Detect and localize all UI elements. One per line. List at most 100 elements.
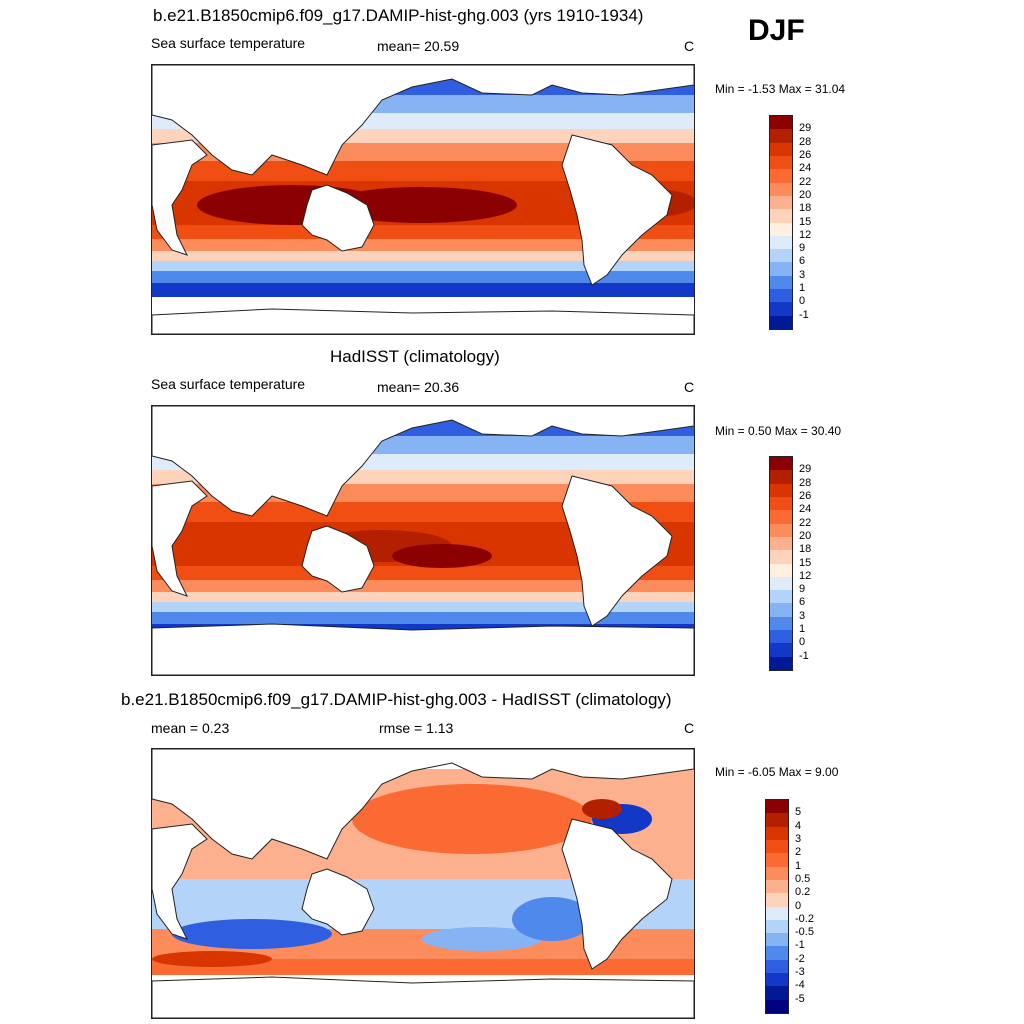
colorbar-swatch (766, 973, 788, 987)
colorbar-tick-label: 0.2 (795, 886, 811, 899)
colorbar-tick-label: 26 (799, 148, 812, 161)
colorbar-swatch (770, 315, 792, 329)
colorbar-swatch (766, 959, 788, 974)
panel2-variable-label: Sea surface temperature (151, 376, 306, 392)
colorbar-swatch (770, 302, 792, 316)
colorbar-swatch (770, 275, 792, 290)
colorbar-tick-label: 3 (799, 268, 806, 281)
colorbar-tick-label: 12 (799, 228, 812, 241)
colorbar-tick-label: 3 (795, 832, 802, 845)
panel3-title: b.e21.B1850cmip6.f09_g17.DAMIP-hist-ghg.… (121, 690, 672, 709)
colorbar-swatch (770, 643, 792, 657)
colorbar-swatch (770, 603, 792, 617)
panel2-mean-label: mean= 20.36 (377, 379, 460, 395)
colorbar-tick-label: 15 (799, 215, 812, 228)
colorbar-tick-label: 9 (799, 242, 806, 255)
colorbar-tick-label: 1 (799, 623, 806, 636)
colorbar-swatch (770, 262, 792, 276)
panel2-title: HadISST (climatology) (330, 347, 500, 366)
colorbar-tick-label: -0.2 (795, 912, 814, 925)
panel2-minmax: Min = 0.50 Max = 30.40 (715, 424, 842, 438)
panel3-units-label: C (684, 720, 695, 736)
colorbar-tick-label: 6 (799, 596, 806, 609)
panel3-rmse-label: rmse = 1.13 (379, 720, 454, 736)
colorbar-tick-label: 2 (795, 846, 802, 859)
panel1-variable-label: Sea surface temperature (151, 35, 306, 51)
panel1-units-label: C (684, 38, 695, 54)
colorbar-tick-label: 18 (799, 543, 812, 556)
colorbar-tick-label: -0.5 (795, 926, 814, 939)
colorbar-swatch (766, 853, 788, 867)
panel1-colorbar (769, 115, 793, 330)
colorbar-swatch (770, 457, 792, 471)
colorbar-swatch (770, 496, 792, 511)
colorbar-swatch (770, 656, 792, 670)
colorbar-tick-label: 0 (799, 295, 806, 308)
panel3-colorbar (765, 799, 789, 1014)
colorbar-tick-label: 5 (795, 806, 802, 819)
colorbar-swatch (770, 289, 792, 303)
panel1-mean-label: mean= 20.59 (377, 38, 460, 54)
colorbar-swatch (770, 523, 792, 537)
colorbar-swatch (770, 576, 792, 591)
colorbar-swatch (766, 866, 788, 880)
colorbar-tick-label: 20 (799, 188, 812, 201)
colorbar-swatch (770, 249, 792, 263)
panel3-mean-label: mean = 0.23 (151, 720, 230, 736)
colorbar-swatch (770, 116, 792, 130)
panel2-map-svg (152, 406, 694, 675)
colorbar-swatch (766, 933, 788, 947)
colorbar-tick-label: -1 (799, 308, 809, 321)
colorbar-swatch (770, 483, 792, 497)
panel1-minmax: Min = -1.53 Max = 31.04 (715, 82, 846, 96)
colorbar-tick-label: 1 (795, 859, 802, 872)
colorbar-swatch (766, 999, 788, 1013)
colorbar-swatch (766, 919, 788, 934)
colorbar-tick-label: 20 (799, 529, 812, 542)
colorbar-tick-label: -4 (795, 979, 805, 992)
panel3-map-svg (152, 749, 694, 1018)
colorbar-swatch (770, 630, 792, 644)
colorbar-swatch (770, 182, 792, 196)
colorbar-swatch (766, 986, 788, 1000)
colorbar-tick-label: 24 (799, 162, 812, 175)
panel3-map (151, 748, 695, 1019)
colorbar-swatch (766, 800, 788, 814)
colorbar-swatch (770, 536, 792, 551)
colorbar-tick-label: 1 (799, 282, 806, 295)
colorbar-swatch (770, 209, 792, 223)
colorbar-tick-label: 9 (799, 583, 806, 596)
panel2-map (151, 405, 695, 676)
colorbar-tick-label: 0 (795, 899, 802, 912)
panel1-title: b.e21.B1850cmip6.f09_g17.DAMIP-hist-ghg.… (153, 6, 644, 25)
colorbar-swatch (766, 826, 788, 840)
colorbar-tick-label: 0 (799, 636, 806, 649)
colorbar-swatch (770, 510, 792, 524)
colorbar-tick-label: -1 (799, 649, 809, 662)
colorbar-tick-label: 0.5 (795, 872, 811, 885)
panel1-map-svg (152, 65, 694, 334)
colorbar-swatch (766, 906, 788, 920)
colorbar-tick-label: -1 (795, 939, 805, 952)
colorbar-swatch (766, 893, 788, 907)
colorbar-tick-label: 26 (799, 489, 812, 502)
colorbar-tick-label: 22 (799, 175, 812, 188)
colorbar-swatch (770, 235, 792, 250)
panel2-colorbar (769, 456, 793, 671)
colorbar-swatch (770, 169, 792, 183)
colorbar-swatch (770, 155, 792, 170)
colorbar-tick-label: 28 (799, 476, 812, 489)
colorbar-swatch (766, 946, 788, 960)
colorbar-tick-label: 22 (799, 516, 812, 529)
colorbar-tick-label: -5 (795, 992, 805, 1005)
colorbar-swatch (770, 550, 792, 564)
panel2-units-label: C (684, 379, 695, 395)
colorbar-swatch (770, 470, 792, 484)
colorbar-tick-label: -2 (795, 952, 805, 965)
colorbar-tick-label: 28 (799, 135, 812, 148)
colorbar-swatch (766, 839, 788, 854)
panel3-minmax: Min = -6.05 Max = 9.00 (715, 765, 839, 779)
colorbar-tick-label: 4 (795, 819, 802, 832)
colorbar-tick-label: 24 (799, 503, 812, 516)
colorbar-swatch (766, 813, 788, 827)
